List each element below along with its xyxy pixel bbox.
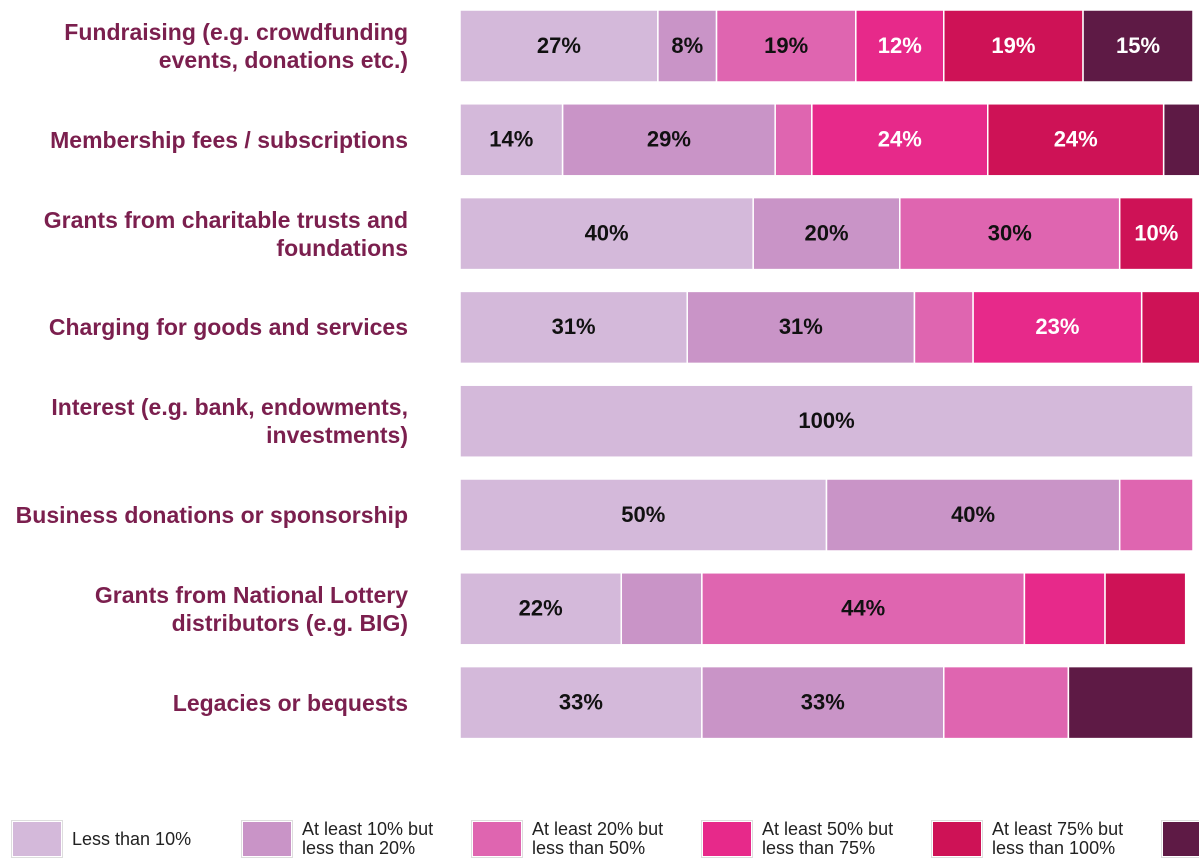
plot: 27% 8% 19% 12% 19% 15% 14% 29% 24% 24% 40% 20% 30% 10… xyxy=(459,9,1199,740)
value-label: 14% xyxy=(489,127,533,152)
value-label: 23% xyxy=(1035,314,1079,339)
legend-item: At least 20% but less than 50% xyxy=(471,819,692,858)
value-label: 50% xyxy=(621,502,665,527)
category-label: Membership fees / subscriptions xyxy=(50,126,408,153)
value-label: 19% xyxy=(764,33,808,58)
value-label: 31% xyxy=(552,314,596,339)
bar-segment xyxy=(825,478,1121,552)
value-label: 33% xyxy=(801,689,845,714)
category-label: Business donations or sponsorship xyxy=(15,502,408,528)
legend-label: At least 75% but less than 100% xyxy=(992,819,1124,858)
value-label: 24% xyxy=(878,127,922,152)
legend-item: At least 10% but less than 20% xyxy=(241,819,462,858)
bar-segment xyxy=(943,9,1084,83)
category-label: Legacies or bequests xyxy=(172,689,408,716)
category-label: Interest (e.g. bank, endowments, investm… xyxy=(51,394,408,449)
legend-item: At least 75% but less than 100% xyxy=(931,819,1152,858)
bar-segment xyxy=(972,290,1143,365)
bar-segment xyxy=(752,196,901,271)
value-label: 30% xyxy=(988,220,1032,245)
value-label: 100% xyxy=(798,408,854,433)
legend-item: At least 50% but less than 75% xyxy=(701,819,922,858)
bar-segment xyxy=(1023,572,1106,646)
legend-label: At least 20% but less than 50% xyxy=(532,819,664,858)
value-label: 20% xyxy=(804,220,848,245)
legend-swatch xyxy=(931,820,983,858)
value-label: 15% xyxy=(1116,33,1160,58)
bar-segment xyxy=(811,103,989,177)
bar-segment xyxy=(459,572,623,646)
bar-segment xyxy=(1118,196,1194,271)
legend-swatch xyxy=(11,820,63,858)
bar-segment xyxy=(1104,572,1187,646)
bar-segment xyxy=(1162,103,1199,177)
value-label: 12% xyxy=(878,33,922,58)
bar-segment xyxy=(620,572,703,646)
category-label: Charging for goods and services xyxy=(48,314,408,341)
bar-segment xyxy=(1140,290,1199,365)
bar-segment xyxy=(561,103,776,177)
value-label: 44% xyxy=(841,596,885,621)
bar-segment xyxy=(459,478,828,552)
value-label: 29% xyxy=(647,127,691,152)
bar-segment xyxy=(1118,478,1194,552)
value-label: 19% xyxy=(991,33,1035,58)
legend-label: At least 10% but less than 20% xyxy=(302,819,434,858)
value-label: 22% xyxy=(519,596,563,621)
bar-segment xyxy=(943,665,1070,740)
bar-segment xyxy=(701,665,945,740)
bar-segment xyxy=(459,196,754,271)
bar-segment xyxy=(774,103,813,177)
legend-item: Less than 10% xyxy=(11,820,232,858)
bar-segment xyxy=(987,103,1165,177)
value-label: 40% xyxy=(951,502,995,527)
bar-segment xyxy=(1067,665,1194,740)
bar-segment xyxy=(686,290,916,365)
value-label: 40% xyxy=(585,220,629,245)
bar-segment xyxy=(701,572,1026,646)
bar-segment xyxy=(459,9,659,83)
bar-segment xyxy=(459,665,703,740)
legend-swatch xyxy=(241,820,293,858)
bar-segment xyxy=(913,290,974,365)
category-label: Grants from National Lottery distributor… xyxy=(94,581,408,636)
bar-segment xyxy=(657,9,718,83)
legend-swatch xyxy=(701,820,753,858)
category-label: Fundraising (e.g. crowdfunding events, d… xyxy=(64,19,408,73)
value-label: 10% xyxy=(1134,220,1178,245)
legend-label: Less than 10% xyxy=(72,828,192,849)
legend-item: 100% xyxy=(1161,820,1199,858)
value-label: 24% xyxy=(1054,127,1098,152)
bar-segment xyxy=(459,290,688,365)
legend-label: At least 50% but less than 75% xyxy=(762,819,894,858)
legend-swatch xyxy=(1161,820,1199,858)
bar-segment xyxy=(899,196,1121,271)
bar-segment xyxy=(855,9,945,83)
bar-segment xyxy=(459,384,1194,458)
bar-segment xyxy=(1082,9,1194,83)
value-label: 8% xyxy=(671,33,703,58)
category-label: Grants from charitable trusts and founda… xyxy=(43,206,408,261)
legend-swatch xyxy=(471,820,523,858)
legend: Less than 10% At least 10% but less than … xyxy=(11,819,1199,858)
value-label: 31% xyxy=(779,314,823,339)
value-label: 27% xyxy=(537,33,581,58)
value-label: 33% xyxy=(559,689,603,714)
